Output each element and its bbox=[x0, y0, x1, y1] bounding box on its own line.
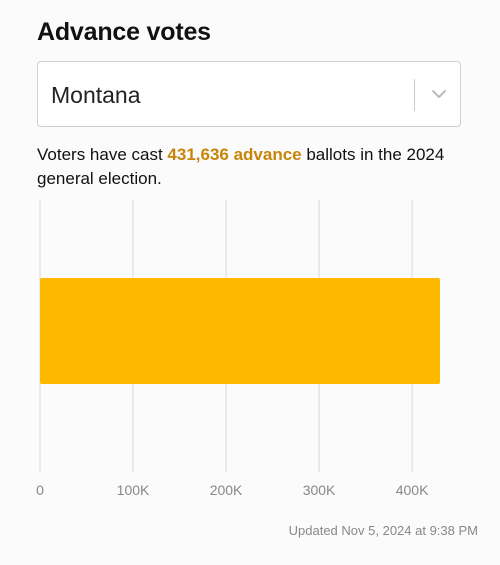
state-select-value: Montana bbox=[51, 82, 141, 108]
chart-title: Advance votes bbox=[37, 18, 211, 46]
x-tick-label-0: 0 bbox=[36, 482, 44, 498]
updated-timestamp: Updated Nov 5, 2024 at 9:38 PM bbox=[288, 523, 478, 538]
x-tick-label-3: 300K bbox=[303, 482, 336, 498]
state-select[interactable]: Montana bbox=[37, 61, 461, 127]
summary-suffix: ballots in the 2024 general election. bbox=[37, 145, 445, 188]
x-tick-label-2: 200K bbox=[210, 482, 243, 498]
x-tick-label-4: 400K bbox=[396, 482, 429, 498]
advance-votes-chart: 0 100K 200K 300K 400K bbox=[36, 200, 440, 498]
x-tick-label-1: 100K bbox=[117, 482, 150, 498]
select-separator bbox=[414, 79, 415, 111]
bar-montana[interactable] bbox=[40, 278, 440, 384]
summary-text: Voters have cast 431,636 advance ballots… bbox=[37, 143, 467, 191]
summary-prefix: Voters have cast bbox=[37, 145, 168, 164]
chevron-down-icon[interactable] bbox=[430, 87, 448, 101]
summary-highlight: 431,636 advance bbox=[167, 145, 302, 164]
